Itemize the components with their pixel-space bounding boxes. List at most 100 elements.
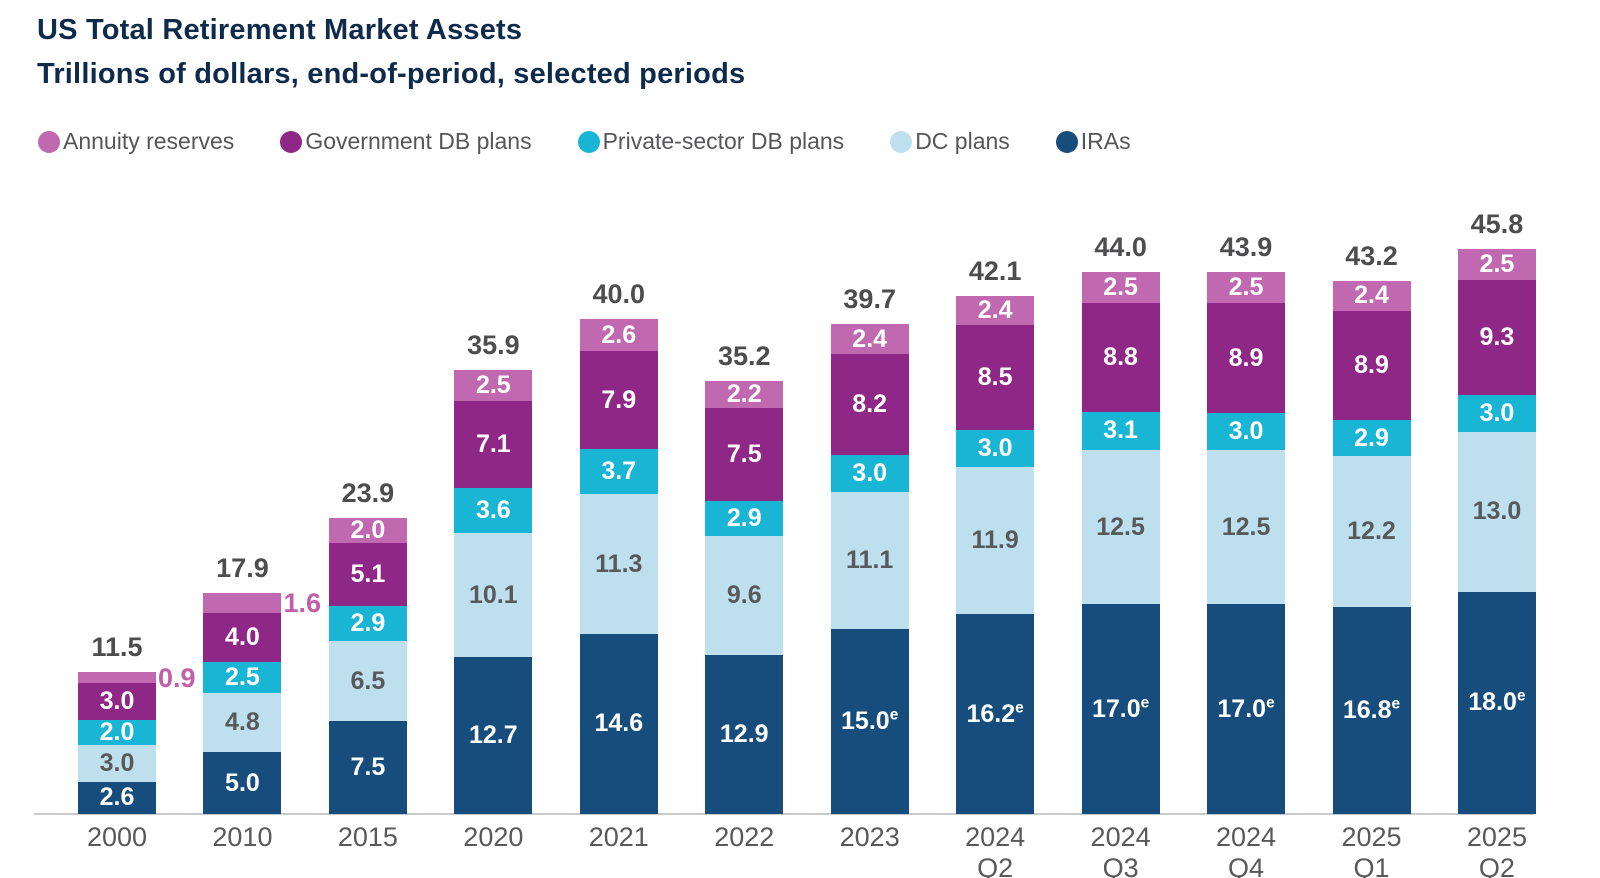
segment-value-label: 12.2 xyxy=(1347,516,1396,545)
segment-value-label: 10.1 xyxy=(469,580,518,609)
segment-government-db-plans: 8.8 xyxy=(1081,303,1160,412)
segment-value-label: 16.8e xyxy=(1342,695,1401,724)
legend-item-dc-plans: DC plans xyxy=(890,128,1010,155)
segment-value-label: 11.9 xyxy=(971,526,1019,555)
legend-swatch-icon xyxy=(280,130,303,153)
legend-swatch-icon xyxy=(1055,130,1078,153)
x-axis-label-2021: 2021 xyxy=(588,822,649,852)
segment-annuity-reserves xyxy=(78,672,156,684)
segment-dc-plans: 12.5 xyxy=(1081,450,1160,605)
segment-government-db-plans: 4.0 xyxy=(203,612,282,663)
segment-value-label: 8.8 xyxy=(1103,343,1138,372)
segment-value-label: 2.0 xyxy=(99,718,135,747)
x-axis-label-2025-q2: 2025 Q2 xyxy=(1466,822,1527,878)
segment-value-label: 2.0 xyxy=(350,515,386,544)
page-subtitle: Trillions of dollars, end-of-period, sel… xyxy=(37,58,746,90)
segment-dc-plans: 13.0 xyxy=(1457,431,1536,592)
segment-annuity-reserves: 2.5 xyxy=(454,369,533,401)
segment-government-db-plans: 7.9 xyxy=(579,351,658,449)
segment-value-label: 6.5 xyxy=(350,666,386,695)
x-axis-label-2010: 2010 xyxy=(212,822,273,852)
segment-value-label: 2.4 xyxy=(852,324,888,353)
segment-value-label: 2.4 xyxy=(977,296,1013,325)
segment-value-label: 2.5 xyxy=(225,663,260,692)
segment-private-sector-db-plans: 2.9 xyxy=(1332,420,1411,457)
legend-label: Government DB plans xyxy=(305,128,532,154)
segment-iras: 18.0e xyxy=(1457,591,1536,814)
segment-annuity-reserves: 2.5 xyxy=(1457,249,1536,280)
segment-annuity-reserves: 2.4 xyxy=(1332,281,1411,311)
segment-value-label: 2.5 xyxy=(475,370,511,399)
segment-annuity-reserves: 2.4 xyxy=(956,295,1035,326)
segment-value-label: 3.6 xyxy=(475,496,511,525)
segment-private-sector-db-plans: 2.9 xyxy=(328,605,407,642)
bar-total-label: 39.7 xyxy=(843,284,896,315)
segment-iras: 17.0e xyxy=(1207,604,1286,814)
segment-private-sector-db-plans: 3.0 xyxy=(1457,394,1536,432)
bar-total-label: 35.2 xyxy=(717,341,771,371)
segment-value-label: 3.1 xyxy=(1103,416,1138,445)
segment-government-db-plans: 8.9 xyxy=(1207,303,1286,414)
segment-value-label: 2.2 xyxy=(726,380,762,409)
segment-value-label: 2.9 xyxy=(726,504,762,533)
segment-value-label: 2.9 xyxy=(1354,423,1389,452)
x-axis-label-2000: 2000 xyxy=(86,822,148,852)
segment-value-label: 2.4 xyxy=(1354,281,1389,310)
segment-iras: 12.7 xyxy=(454,657,533,814)
segment-government-db-plans: 3.0 xyxy=(78,683,156,721)
segment-value-label: 4.0 xyxy=(225,623,260,652)
segment-iras: 12.9 xyxy=(705,654,784,814)
segment-value-label: 3.0 xyxy=(99,687,135,716)
segment-value-label: 3.0 xyxy=(1228,417,1264,446)
segment-value-label: 15.0e xyxy=(841,706,899,735)
x-axis-line xyxy=(34,813,1534,815)
segment-government-db-plans: 8.5 xyxy=(956,325,1035,431)
annuity-outside-label: 0.9 xyxy=(158,662,196,693)
legend-item-iras: IRAs xyxy=(1055,128,1131,155)
segment-value-label: 3.7 xyxy=(601,457,637,486)
bar-total-label: 42.1 xyxy=(968,255,1022,286)
segment-private-sector-db-plans: 3.7 xyxy=(579,448,658,495)
legend-swatch-icon xyxy=(577,130,600,153)
segment-value-label: 8.5 xyxy=(977,363,1013,392)
segment-annuity-reserves: 2.0 xyxy=(328,515,407,544)
segment-dc-plans: 9.6 xyxy=(705,536,784,655)
segment-value-label: 8.9 xyxy=(1228,343,1264,372)
segment-government-db-plans: 8.9 xyxy=(1332,310,1411,421)
segment-value-label: 13.0 xyxy=(1472,497,1522,526)
legend-label: IRAs xyxy=(1080,128,1131,154)
bar-total-label: 17.9 xyxy=(216,553,269,584)
segment-value-label: 12.5 xyxy=(1221,512,1271,541)
segment-dc-plans: 11.1 xyxy=(830,492,909,629)
segment-private-sector-db-plans: 3.0 xyxy=(1207,413,1286,451)
segment-government-db-plans: 5.1 xyxy=(328,542,407,606)
segment-government-db-plans: 7.5 xyxy=(705,408,784,501)
legend-label: Private-sector DB plans xyxy=(602,128,845,154)
segment-annuity-reserves: 2.2 xyxy=(705,380,784,409)
segment-value-label: 11.1 xyxy=(846,545,894,574)
segment-private-sector-db-plans: 2.0 xyxy=(78,720,156,745)
legend-item-private-sector-db-plans: Private-sector DB plans xyxy=(577,128,845,155)
x-axis-label-2015: 2015 xyxy=(337,822,398,852)
segment-dc-plans: 10.1 xyxy=(454,532,533,658)
legend-label: DC plans xyxy=(915,128,1010,154)
bar-total-label: 40.0 xyxy=(592,279,646,310)
segment-dc-plans: 11.9 xyxy=(956,467,1035,615)
segment-value-label: 8.2 xyxy=(852,389,888,418)
segment-iras: 16.2e xyxy=(956,614,1035,814)
legend-item-annuity-reserves: Annuity reserves xyxy=(38,128,234,155)
bar-total-label: 45.8 xyxy=(1470,209,1524,239)
bar-total-label: 23.9 xyxy=(341,477,395,508)
x-axis-label-2022: 2022 xyxy=(714,822,775,852)
segment-value-label: 3.0 xyxy=(852,459,888,488)
segment-value-label: 2.5 xyxy=(1228,273,1264,302)
segment-private-sector-db-plans: 3.6 xyxy=(454,488,533,533)
segment-value-label: 4.8 xyxy=(225,708,260,737)
segment-value-label: 5.1 xyxy=(350,559,386,588)
segment-value-label: 7.9 xyxy=(601,385,637,414)
segment-value-label: 7.5 xyxy=(350,753,386,782)
bar-total-label: 43.9 xyxy=(1219,232,1273,263)
segment-value-label: 9.6 xyxy=(726,581,762,610)
segment-private-sector-db-plans: 3.0 xyxy=(956,430,1035,468)
